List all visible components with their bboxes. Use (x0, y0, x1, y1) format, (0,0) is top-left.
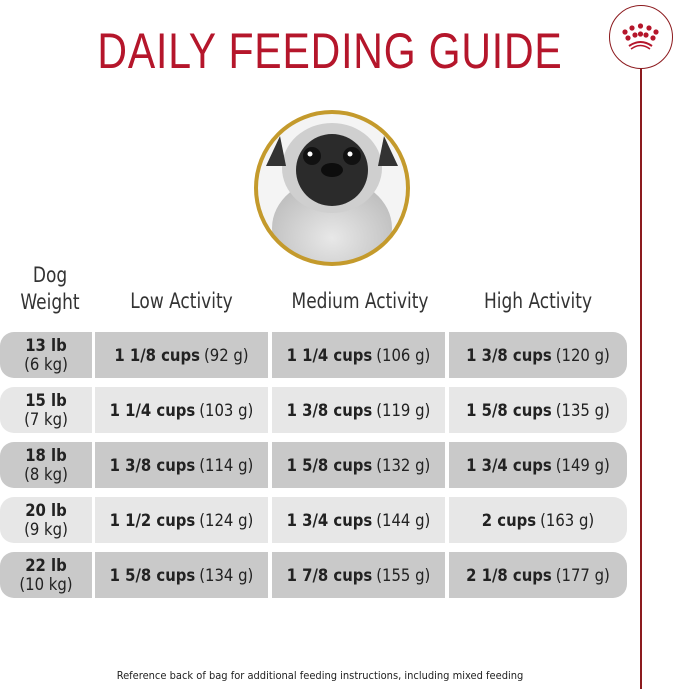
cups-amount: 1 5/8 cups (109, 565, 196, 585)
header-dog-weight: Dog Weight (5, 262, 95, 316)
header-dog: Dog (32, 263, 68, 287)
cups-amount: 1 5/8 cups (466, 400, 552, 420)
grams-amount: (124 g) (199, 510, 254, 530)
weight-lb: 15 lb (25, 391, 67, 410)
high-activity-cell: 2 1/8 cups (177 g) (449, 552, 627, 598)
cups-amount: 1 1/4 cups (286, 345, 373, 365)
low-activity-cell: 1 1/4 cups (103 g) (95, 387, 268, 433)
grams-amount: (106 g) (376, 345, 431, 365)
cups-amount: 1 3/4 cups (466, 455, 552, 475)
cups-amount: 1 3/8 cups (466, 345, 552, 365)
grams-amount: (119 g) (376, 400, 431, 420)
high-activity-cell: 1 3/4 cups (149 g) (449, 442, 627, 488)
cups-amount: 1 7/8 cups (286, 565, 373, 585)
weight-cell: 13 lb (6 kg) (0, 332, 92, 378)
medium-activity-cell: 1 5/8 cups (132 g) (272, 442, 445, 488)
grams-amount: (177 g) (555, 565, 610, 585)
weight-cell: 15 lb (7 kg) (0, 387, 92, 433)
low-activity-cell: 1 1/8 cups (92 g) (95, 332, 268, 378)
weight-lb: 18 lb (25, 446, 67, 465)
grams-amount: (103 g) (199, 400, 254, 420)
cups-amount: 2 cups (481, 510, 537, 530)
weight-cell: 20 lb (9 kg) (0, 497, 92, 543)
cups-amount: 2 1/8 cups (466, 565, 552, 585)
low-activity-cell: 1 5/8 cups (134 g) (95, 552, 268, 598)
header-low-activity: Low Activity (130, 289, 233, 313)
header-medium-activity: Medium Activity (291, 289, 429, 313)
grams-amount: (155 g) (376, 565, 431, 585)
high-activity-cell: 1 3/8 cups (120 g) (449, 332, 627, 378)
grams-amount: (144 g) (376, 510, 431, 530)
header-high-activity: High Activity (483, 289, 593, 313)
cups-amount: 1 1/2 cups (109, 510, 196, 530)
medium-activity-cell: 1 7/8 cups (155 g) (272, 552, 445, 598)
cups-amount: 1 5/8 cups (286, 455, 373, 475)
weight-kg: (8 kg) (24, 465, 68, 484)
weight-cell: 22 lb (10 kg) (0, 552, 92, 598)
weight-lb: 22 lb (25, 556, 67, 575)
weight-kg: (9 kg) (24, 520, 68, 539)
grams-amount: (149 g) (555, 455, 610, 475)
medium-activity-cell: 1 1/4 cups (106 g) (272, 332, 445, 378)
weight-kg: (6 kg) (24, 355, 68, 374)
header-weight: Weight (20, 290, 80, 314)
weight-lb: 13 lb (25, 336, 67, 355)
cups-amount: 1 1/8 cups (114, 345, 200, 365)
grams-amount: (120 g) (555, 345, 610, 365)
high-activity-cell: 2 cups (163 g) (449, 497, 627, 543)
footnote: Reference back of bag for additional fee… (116, 669, 524, 682)
low-activity-cell: 1 1/2 cups (124 g) (95, 497, 268, 543)
weight-lb: 20 lb (25, 501, 67, 520)
grams-amount: (134 g) (199, 565, 254, 585)
low-activity-cell: 1 3/8 cups (114 g) (95, 442, 268, 488)
logo-line (640, 69, 642, 689)
cups-amount: 1 3/8 cups (286, 400, 373, 420)
weight-kg: (10 kg) (19, 575, 73, 594)
brand-logo (609, 5, 673, 69)
pug-photo (254, 110, 410, 266)
cups-amount: 1 3/8 cups (109, 455, 196, 475)
grams-amount: (92 g) (203, 345, 249, 365)
grams-amount: (114 g) (199, 455, 254, 475)
medium-activity-cell: 1 3/4 cups (144 g) (272, 497, 445, 543)
weight-kg: (7 kg) (24, 410, 68, 429)
cups-amount: 1 3/4 cups (286, 510, 373, 530)
grams-amount: (132 g) (376, 455, 431, 475)
cups-amount: 1 1/4 cups (109, 400, 196, 420)
page-title: DAILY FEEDING GUIDE (97, 23, 563, 79)
crown-icon (622, 23, 659, 50)
grams-amount: (135 g) (555, 400, 610, 420)
medium-activity-cell: 1 3/8 cups (119 g) (272, 387, 445, 433)
high-activity-cell: 1 5/8 cups (135 g) (449, 387, 627, 433)
grams-amount: (163 g) (540, 510, 595, 530)
weight-cell: 18 lb (8 kg) (0, 442, 92, 488)
